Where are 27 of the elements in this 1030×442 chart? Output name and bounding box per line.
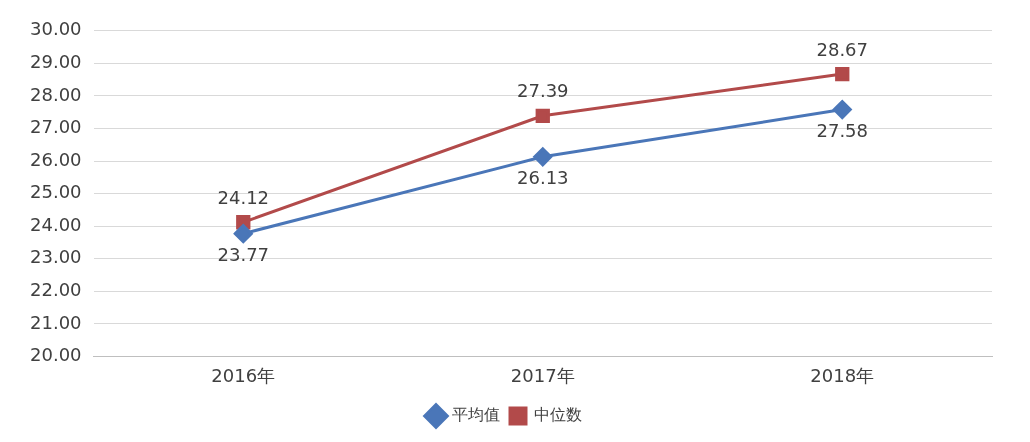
x-tick-label: 2018年 [810,364,875,386]
point [835,66,850,82]
y-tick-label: 25.00 [30,181,82,203]
data-label: 27.39 [517,80,569,102]
y-tick-label: 27.00 [30,116,82,138]
x-tick-label: 2017年 [510,364,575,386]
y-tick-label: 20.00 [30,344,82,366]
y-tick-label: 26.00 [30,148,82,170]
data-label: 24.12 [217,186,270,208]
data-label: 23.77 [217,244,270,266]
y-tick-label: 21.00 [30,311,82,333]
data-label: 28.67 [816,38,869,60]
data-label: 27.58 [816,120,869,142]
data-label: 26.13 [517,167,569,189]
point [533,147,553,167]
legend-label: 中位数 [534,405,582,425]
x-tick-label: 2016年 [211,364,276,386]
y-tick-label: 22.00 [30,278,82,300]
y-tick-label: 30.00 [30,18,82,40]
legend-label: 平均值 [452,405,500,425]
y-tick-label: 24.00 [30,213,82,235]
y-tick-label: 28.00 [30,83,82,105]
y-tick-label: 29.00 [30,51,82,73]
point [233,224,253,244]
y-tick-label: 23.00 [30,246,82,268]
point [535,108,550,123]
point [832,100,852,120]
